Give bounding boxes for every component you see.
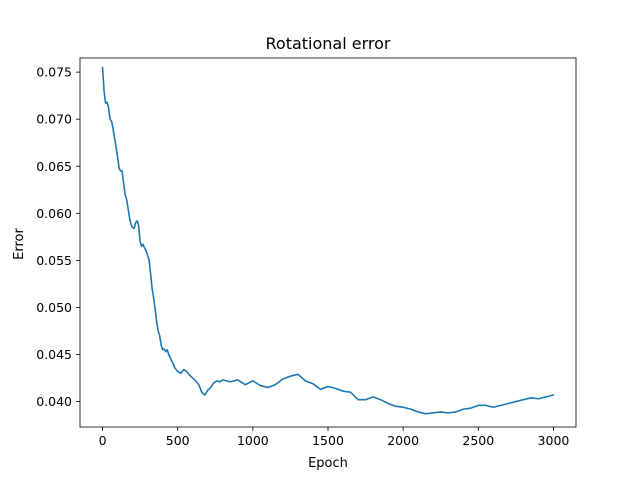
chart-title: Rotational error [266, 34, 391, 53]
x-tick-label: 1000 [237, 433, 269, 448]
y-tick-label: 0.065 [36, 159, 72, 174]
y-tick-label: 0.045 [36, 347, 72, 362]
x-tick-label: 500 [166, 433, 190, 448]
x-tick-label: 3000 [538, 433, 570, 448]
x-tick-label: 1500 [312, 433, 344, 448]
series-line-0 [101, 66, 555, 415]
x-axis-label: Epoch [308, 456, 348, 471]
x-tick-label: 0 [99, 433, 107, 448]
y-tick-label: 0.075 [36, 65, 72, 80]
y-tick-label: 0.040 [36, 394, 72, 409]
x-tick-label: 2000 [387, 433, 419, 448]
plot-area: 0 500 1000 1500 2000 2500 3000 0.040 0.045 0.050 0… [36, 57, 577, 448]
x-tick-label: 2500 [462, 433, 494, 448]
y-tick-label: 0.055 [36, 253, 72, 268]
y-tick-label: 0.060 [36, 206, 72, 221]
y-axis-label: Error [12, 228, 27, 260]
y-tick-label: 0.050 [36, 300, 72, 315]
y-tick-label: 0.070 [36, 112, 72, 127]
